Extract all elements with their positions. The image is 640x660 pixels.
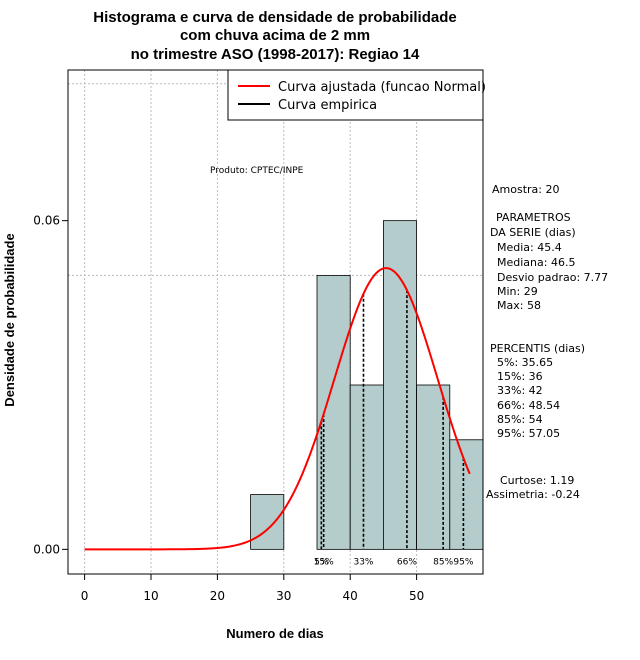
stats-panel: Amostra: 20 PARAMETROS DA SERIE (dias) M…	[486, 183, 608, 501]
legend-box	[227, 69, 484, 121]
histogram-bars	[250, 220, 484, 550]
stats-percentiles-heading: PERCENTIS (dias)	[490, 342, 585, 355]
histogram-bar-3	[382, 220, 417, 550]
product-note: Produto: CPTEC/INPE	[210, 166, 304, 176]
percentile-label-4: 85%	[433, 557, 453, 567]
percentile-label-0: 5%	[314, 557, 329, 567]
chart-title-line-3: no trimestre ASO (1998-2017): Regiao 14	[131, 46, 420, 63]
x-axis: 0 10 20 30 40 50	[81, 573, 424, 603]
chart-title-line-2: com chuva acima de 2 mm	[180, 27, 370, 44]
stats-median: Mediana: 46.5	[497, 256, 575, 269]
x-tick-label-3: 30	[276, 589, 291, 603]
legend-label-fit: Curva ajustada (funcao Normal)	[278, 80, 486, 95]
stats-sample: Amostra: 20	[492, 183, 559, 196]
stats-mean: Media: 45.4	[497, 241, 562, 254]
stats-params-subheading: DA SERIE (dias)	[490, 226, 576, 239]
x-tick-label-0: 0	[81, 589, 89, 603]
stats-p66: 66%: 48.54	[497, 399, 560, 412]
percentile-labels: 5%15% 33% 66% 85% 95%	[314, 557, 474, 567]
legend: Curva ajustada (funcao Normal) Curva emp…	[227, 69, 486, 121]
normal-curve-group	[84, 267, 471, 551]
y-tick-label-0: 0.00	[33, 542, 60, 556]
stats-params-heading: PARAMETROS	[496, 211, 571, 224]
percentile-lines	[320, 290, 465, 550]
x-tick-label-5: 50	[409, 589, 424, 603]
stats-p15: 15%: 36	[497, 370, 543, 383]
histogram-bar-2	[349, 384, 384, 550]
x-tick-label-1: 10	[143, 589, 158, 603]
percentile-label-2: 33%	[353, 557, 373, 567]
stats-sd: Desvio padrao: 7.77	[497, 271, 608, 284]
normal-curve	[84, 267, 471, 551]
histogram-bar-0	[250, 494, 285, 550]
y-axis: 0.00 0.06	[33, 214, 68, 556]
percentile-label-1: 15%	[314, 557, 334, 567]
histogram-bar-1	[316, 275, 351, 550]
legend-label-empirical: Curva empirica	[278, 98, 377, 113]
stats-p95: 95%: 57.05	[497, 427, 560, 440]
x-axis-label: Numero de dias	[226, 626, 324, 641]
stats-max: Max: 58	[497, 299, 541, 312]
chart-title-line-1: Histograma e curva de densidade de proba…	[93, 9, 456, 26]
stats-p33: 33%: 42	[497, 384, 543, 397]
x-tick-label-4: 40	[343, 589, 358, 603]
histogram-bar-5	[449, 439, 484, 550]
stats-p5: 5%: 35.65	[497, 356, 553, 369]
x-tick-label-2: 20	[210, 589, 225, 603]
percentile-label-5: 95%	[453, 557, 473, 567]
stats-min: Min: 29	[497, 285, 538, 298]
stats-p85: 85%: 54	[497, 413, 543, 426]
stats-skewness: Assimetria: -0.24	[486, 488, 580, 501]
y-tick-label-1: 0.06	[33, 214, 60, 228]
y-axis-label: Densidade de probabilidade	[2, 233, 17, 406]
stats-kurtosis: Curtose: 1.19	[500, 474, 574, 487]
percentile-label-3: 66%	[397, 557, 417, 567]
histogram-bar-4	[416, 384, 451, 550]
